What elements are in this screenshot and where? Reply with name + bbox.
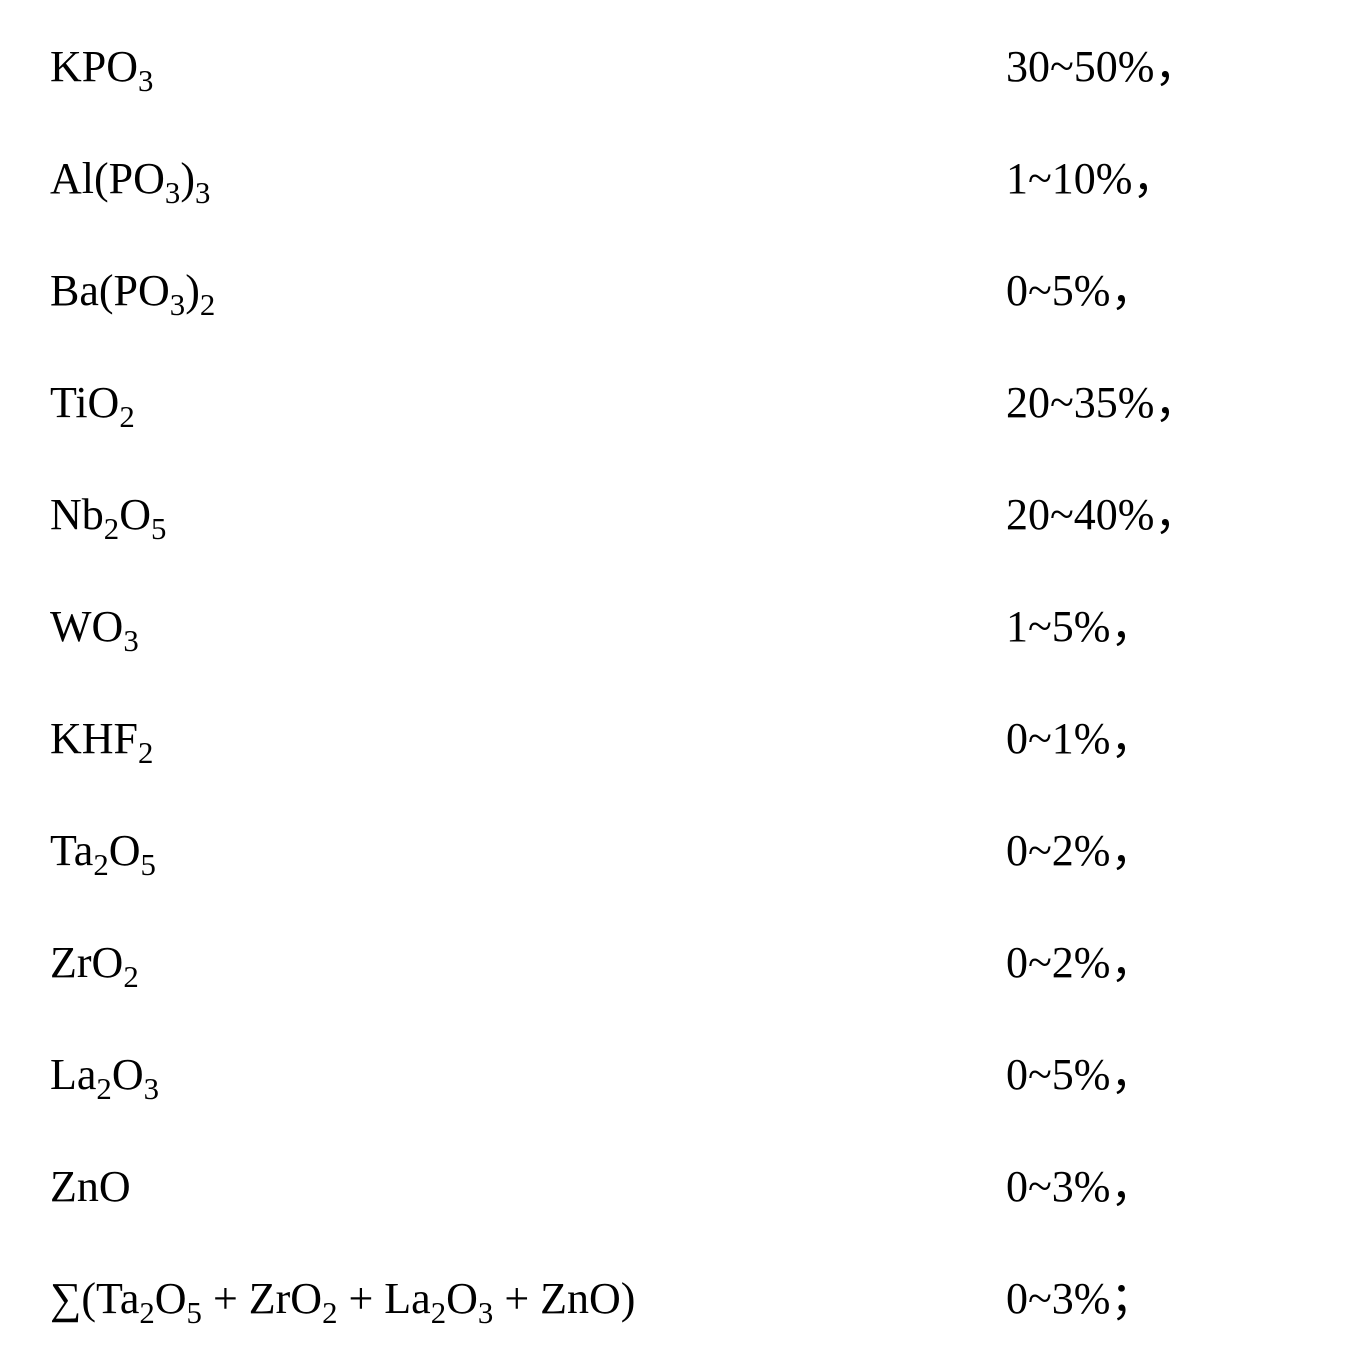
table-row: ZnO 0~3%， [50, 1150, 1306, 1214]
percentage-value: 0~1%， [1006, 702, 1306, 766]
percentage-value: 0~5%， [1006, 254, 1306, 318]
table-row: WO3 1~5%， [50, 590, 1306, 654]
table-row: La2O3 0~5%， [50, 1038, 1306, 1102]
chemical-formula: WO3 [50, 601, 139, 652]
chemical-formula: KHF2 [50, 713, 153, 764]
table-row: KHF2 0~1%， [50, 702, 1306, 766]
table-row: ∑(Ta2O5 + ZrO2 + La2O3 + ZnO) 0~3%； [50, 1262, 1306, 1326]
chemical-formula: ZrO2 [50, 937, 139, 988]
percentage-value: 0~2%， [1006, 926, 1306, 990]
chemical-formula: ZnO [50, 1161, 131, 1212]
chemical-formula: ∑(Ta2O5 + ZrO2 + La2O3 + ZnO) [50, 1273, 635, 1324]
percentage-value: 0~2%， [1006, 814, 1306, 878]
chemical-formula: TiO2 [50, 377, 135, 428]
percentage-value: 30~50%， [1006, 30, 1306, 94]
chemical-formula: Ba(PO3)2 [50, 265, 215, 316]
composition-table: KPO3 30~50%， Al(PO3)3 1~10%， Ba(PO3)2 0~… [50, 30, 1306, 1326]
percentage-value: 20~40%， [1006, 478, 1306, 542]
table-row: Ba(PO3)2 0~5%， [50, 254, 1306, 318]
table-row: KPO3 30~50%， [50, 30, 1306, 94]
table-row: Al(PO3)3 1~10%， [50, 142, 1306, 206]
table-row: ZrO2 0~2%， [50, 926, 1306, 990]
chemical-formula: La2O3 [50, 1049, 159, 1100]
table-row: Ta2O5 0~2%， [50, 814, 1306, 878]
percentage-value: 0~3%； [1006, 1262, 1306, 1326]
table-row: Nb2O5 20~40%， [50, 478, 1306, 542]
percentage-value: 1~5%， [1006, 590, 1306, 654]
percentage-value: 20~35%， [1006, 366, 1306, 430]
percentage-value: 0~5%， [1006, 1038, 1306, 1102]
chemical-formula: Al(PO3)3 [50, 153, 210, 204]
chemical-formula: Ta2O5 [50, 825, 156, 876]
percentage-value: 1~10%， [1006, 142, 1306, 206]
chemical-formula: Nb2O5 [50, 489, 166, 540]
chemical-formula: KPO3 [50, 41, 153, 92]
table-row: TiO2 20~35%， [50, 366, 1306, 430]
percentage-value: 0~3%， [1006, 1150, 1306, 1214]
